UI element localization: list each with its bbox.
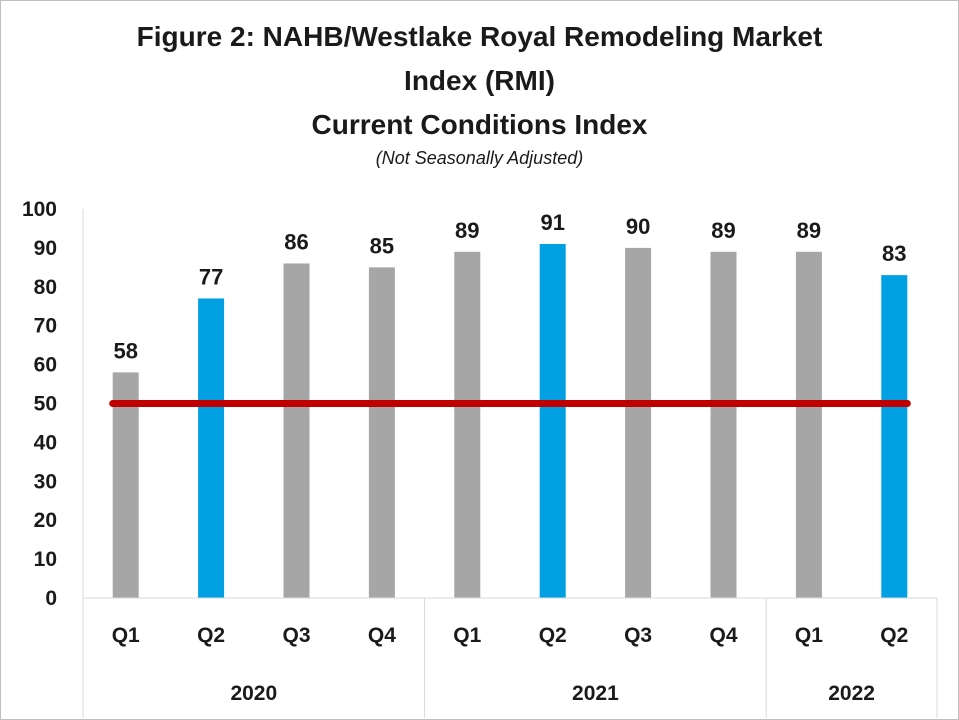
x-tick-label: Q3 — [624, 624, 652, 647]
year-label: 2022 — [828, 682, 875, 705]
bar — [539, 244, 566, 598]
chart-note: (Not Seasonally Adjusted) — [375, 148, 584, 168]
bar-value-label: 86 — [284, 229, 308, 254]
bar — [795, 251, 822, 599]
bar-value-label: 83 — [882, 241, 906, 266]
bar-value-label: 58 — [113, 338, 137, 363]
bar-value-label: 89 — [711, 218, 735, 243]
bar-value-label: 91 — [540, 210, 564, 235]
x-tick-label: Q1 — [112, 624, 140, 647]
y-tick-label: 0 — [45, 587, 57, 610]
bar — [710, 251, 737, 599]
year-label: 2020 — [230, 682, 277, 705]
bar — [112, 372, 139, 598]
bar-value-label: 85 — [370, 233, 394, 258]
bar — [198, 298, 225, 598]
bar — [454, 251, 481, 599]
y-tick-label: 10 — [34, 548, 57, 571]
y-tick-label: 50 — [34, 393, 57, 416]
y-tick-label: 30 — [34, 470, 57, 493]
y-tick-label: 70 — [34, 315, 57, 338]
chart-subtitle: Current Conditions Index — [311, 109, 648, 140]
x-tick-label: Q2 — [197, 624, 225, 647]
year-label: 2021 — [572, 682, 619, 705]
x-tick-label: Q2 — [539, 624, 567, 647]
x-tick-label: Q2 — [880, 624, 908, 647]
chart-title-line1: Figure 2: NAHB/Westlake Royal Remodeling… — [136, 21, 823, 52]
bar-value-label: 90 — [626, 214, 650, 239]
y-tick-label: 60 — [34, 354, 57, 377]
y-tick-label: 90 — [34, 237, 57, 260]
y-tick-label: 80 — [34, 276, 57, 299]
x-tick-label: Q3 — [282, 624, 310, 647]
y-tick-label: 100 — [22, 198, 57, 221]
bar — [625, 247, 652, 598]
y-tick-label: 40 — [34, 431, 57, 454]
chart-title-line2: Index (RMI) — [404, 65, 555, 96]
x-tick-label: Q1 — [453, 624, 481, 647]
bar — [283, 263, 310, 598]
bar — [881, 275, 908, 598]
x-tick-label: Q4 — [368, 624, 396, 647]
x-tick-label: Q4 — [709, 624, 737, 647]
bar — [368, 267, 395, 598]
bar-value-label: 89 — [797, 218, 821, 243]
bar-value-label: 89 — [455, 218, 479, 243]
bar-value-label: 77 — [199, 264, 223, 289]
x-tick-label: Q1 — [795, 624, 823, 647]
y-tick-label: 20 — [34, 509, 57, 532]
